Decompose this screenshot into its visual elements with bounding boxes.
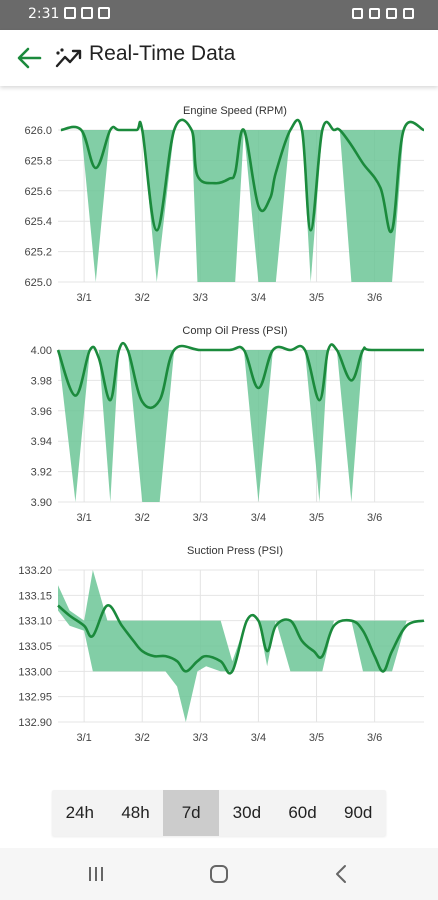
y-tick-label: 3.90 — [31, 497, 52, 509]
min-max-band — [58, 570, 424, 722]
y-tick-label: 132.95 — [18, 692, 52, 704]
x-tick-label: 3/4 — [251, 512, 266, 524]
y-tick-label: 133.00 — [18, 666, 52, 678]
x-tick-label: 3/6 — [367, 292, 382, 304]
y-tick-label: 4.00 — [31, 345, 52, 357]
recent-apps-icon[interactable] — [84, 862, 108, 886]
arrow-back-icon[interactable] — [14, 44, 44, 72]
notification-icons — [64, 7, 110, 23]
x-tick-label: 3/5 — [309, 512, 324, 524]
trend-icon — [55, 48, 82, 68]
y-tick-label: 625.4 — [24, 216, 52, 228]
download-icon — [98, 7, 110, 19]
page-title: Real-Time Data — [89, 42, 236, 65]
y-tick-label: 3.98 — [31, 375, 52, 387]
series-line — [57, 604, 425, 675]
time-range-selector: 24h 48h 7d 30d 60d 90d — [52, 790, 386, 836]
chart-title: Comp Oil Press (PSI) — [182, 325, 287, 337]
battery-icon — [403, 8, 414, 19]
y-tick-label: 133.10 — [18, 616, 52, 628]
y-tick-label: 133.15 — [18, 590, 52, 602]
system-icons — [352, 8, 414, 19]
range-option-90d[interactable]: 90d — [344, 803, 373, 822]
image-icon — [64, 7, 76, 19]
series-line — [60, 118, 425, 234]
y-tick-label: 133.20 — [18, 565, 52, 577]
range-option-48h[interactable]: 48h — [121, 803, 150, 822]
x-tick-label: 3/1 — [76, 512, 91, 524]
x-tick-label: 3/6 — [367, 512, 382, 524]
y-tick-label: 626.0 — [24, 125, 52, 137]
y-tick-label: 3.96 — [31, 406, 52, 418]
upload-icon — [81, 7, 93, 19]
y-tick-label: 133.05 — [18, 641, 52, 653]
min-max-band — [60, 130, 425, 282]
wifi-icon — [369, 8, 380, 19]
range-option-24h[interactable]: 24h — [65, 803, 95, 822]
status-bar: 2:31 — [0, 0, 438, 30]
x-tick-label: 3/5 — [309, 292, 324, 304]
suction-press-chart: Suction Press (PSI) 133.20 133.15 133.10 133… — [0, 538, 438, 753]
x-tick-label: 3/2 — [135, 292, 150, 304]
x-tick-label: 3/1 — [76, 732, 91, 744]
status-time: 2:31 — [28, 6, 60, 22]
comp-oil-press-chart-svg: Comp Oil Press (PSI) 4.00 3.98 3.96 3.94 3.92… — [31, 325, 424, 524]
comp-oil-press-chart: Comp Oil Press (PSI) 4.00 3.98 3.96 3.94 3.92… — [0, 318, 438, 533]
x-tick-label: 3/3 — [193, 732, 208, 744]
min-max-band — [58, 350, 424, 502]
y-tick-label: 3.94 — [31, 436, 52, 448]
y-tick-label: 625.6 — [24, 186, 52, 198]
range-option-60d[interactable]: 60d — [288, 803, 317, 822]
series-line — [56, 341, 424, 410]
chart-title: Suction Press (PSI) — [187, 545, 283, 557]
signal-icon — [386, 8, 397, 19]
y-tick-label: 625.8 — [24, 155, 52, 167]
suction-press-chart-svg: Suction Press (PSI) 133.20 133.15 133.10 133… — [18, 545, 425, 744]
engine-speed-chart: Engine Speed (RPM) 626.0 625.8 625.6 625.4 62… — [0, 98, 438, 313]
x-tick-label: 3/1 — [76, 292, 91, 304]
x-tick-label: 3/3 — [193, 512, 208, 524]
back-nav-icon[interactable] — [330, 862, 354, 886]
y-tick-label: 625.0 — [24, 277, 52, 289]
y-tick-label: 132.90 — [18, 717, 52, 729]
y-tick-label: 625.2 — [24, 247, 52, 259]
home-icon[interactable] — [207, 862, 231, 886]
x-tick-label: 3/3 — [193, 292, 208, 304]
x-tick-label: 3/5 — [309, 732, 324, 744]
system-nav-bar — [0, 848, 438, 900]
engine-speed-chart-svg: Engine Speed (RPM) 626.0 625.8 625.6 625.4 62… — [24, 105, 425, 304]
x-tick-label: 3/2 — [135, 732, 150, 744]
mute-icon — [352, 8, 363, 19]
app-bar: Real-Time Data — [0, 30, 438, 86]
x-tick-label: 3/6 — [367, 732, 382, 744]
range-option-7d[interactable]: 7d — [163, 790, 220, 836]
chart-title: Engine Speed (RPM) — [183, 105, 287, 117]
y-tick-label: 3.92 — [31, 467, 52, 479]
x-tick-label: 3/4 — [251, 292, 266, 304]
x-tick-label: 3/4 — [251, 732, 266, 744]
x-tick-label: 3/2 — [135, 512, 150, 524]
range-option-30d[interactable]: 30d — [232, 803, 262, 822]
